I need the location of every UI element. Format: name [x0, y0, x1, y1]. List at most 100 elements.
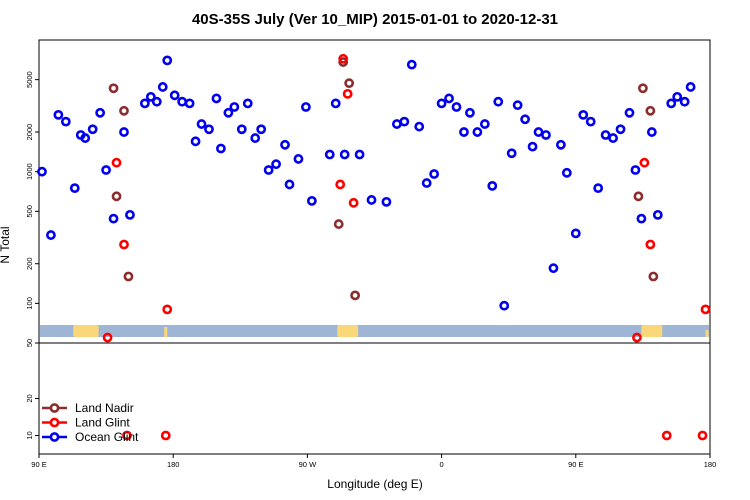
- land-glint-point: [661, 430, 672, 441]
- land-nadir-point: [648, 271, 659, 282]
- ocean-glint-point: [204, 124, 214, 135]
- ocean-glint-point: [548, 263, 559, 274]
- ocean-glint-point: [60, 116, 71, 127]
- ocean-glint-point: [406, 59, 417, 70]
- legend-marker-land-nadir: [49, 403, 60, 413]
- land-nadir-point: [108, 83, 119, 94]
- map-land-nz: [164, 327, 168, 337]
- x-axis-label: Longitude (deg E): [327, 477, 422, 491]
- ocean-glint-point: [600, 130, 611, 140]
- land-nadir-point: [123, 271, 134, 282]
- land-glint-point: [697, 430, 708, 441]
- upper-y-axis: 50 100 200 500 1000 2000 5000: [25, 71, 39, 347]
- ocean-glint-point: [459, 127, 469, 137]
- ocean-glint-point: [263, 165, 274, 175]
- land-glint-point: [342, 88, 353, 99]
- ocean-glint-point: [666, 98, 677, 109]
- ocean-glint-point: [608, 133, 618, 143]
- ocean-glint-point: [541, 130, 551, 140]
- map-strip: [40, 325, 709, 337]
- ocean-glint-point: [472, 127, 483, 137]
- ocean-glint-point: [646, 127, 657, 137]
- x-tick-label: 90 W: [299, 460, 317, 469]
- land-glint-point: [338, 53, 349, 64]
- map-land-nz-2: [705, 330, 709, 337]
- y-axis-label: N Total: [0, 226, 12, 263]
- ocean-glint-point: [211, 93, 222, 104]
- x-tick-label: 90 E: [568, 460, 583, 469]
- x-tick-label: 180: [167, 460, 180, 469]
- ocean-glint-point: [354, 149, 365, 160]
- land-nadir-point: [633, 191, 644, 202]
- x-tick-label: 0: [440, 460, 444, 469]
- ocean-glint-point: [570, 228, 581, 239]
- y-tick-label: 20: [25, 394, 34, 402]
- ocean-glint-point: [37, 166, 47, 177]
- ocean-glint-point: [157, 82, 168, 92]
- ocean-glint-point: [108, 213, 119, 224]
- ocean-glint-point: [216, 143, 226, 154]
- ocean-glint-point: [493, 96, 504, 107]
- legend-label-land-glint: Land Glint: [75, 416, 130, 430]
- ocean-glint-point: [520, 114, 531, 125]
- y-tick-label: 500: [25, 205, 34, 218]
- ocean-glint-point: [280, 139, 290, 150]
- ocean-glint-point: [190, 136, 201, 147]
- ocean-glint-point: [301, 102, 311, 112]
- lower-y-axis: 10 20: [25, 394, 39, 440]
- ocean-glint-point: [223, 107, 234, 118]
- ocean-glint-point: [615, 124, 626, 135]
- land-glint-point: [162, 304, 173, 315]
- upper-panel: 50 100 200 500 1000 2000 5000: [25, 39, 711, 347]
- land-glint-point: [122, 430, 132, 441]
- ocean-glint-point: [284, 179, 295, 190]
- legend-marker-land-glint: [49, 417, 60, 428]
- ocean-glint-point: [256, 124, 267, 135]
- ocean-glint-point: [330, 98, 341, 109]
- x-tick-label: 90 E: [31, 460, 46, 469]
- ocean-glint-point: [293, 154, 304, 164]
- land-glint-point: [700, 304, 711, 315]
- upper-panel-frame: [38, 39, 711, 344]
- ocean-glint-point: [125, 209, 135, 220]
- ocean-glint-point: [685, 82, 696, 92]
- ocean-glint-point: [679, 96, 690, 107]
- ocean-glint-point: [381, 196, 392, 207]
- land-glint-point: [632, 332, 642, 343]
- land-nadir-point: [350, 290, 361, 301]
- ocean-glint-point: [324, 149, 335, 160]
- ocean-glint-point: [585, 116, 596, 127]
- ocean-glint-point: [236, 124, 247, 135]
- ocean-glint-point: [652, 209, 663, 220]
- land-glint-point: [111, 157, 122, 168]
- ocean-glint-point: [151, 96, 162, 107]
- ocean-glint-point: [53, 109, 64, 120]
- ocean-glint-point: [242, 98, 253, 109]
- chart-title: 40S-35S July (Ver 10_MIP) 2015-01-01 to …: [192, 11, 558, 28]
- ocean-glint-point: [87, 124, 98, 135]
- land-nadir-point: [344, 78, 355, 89]
- ocean-glint-point: [229, 102, 240, 112]
- ocean-glint-point: [561, 167, 572, 178]
- upper-points: [37, 53, 711, 343]
- ocean-glint-point: [555, 139, 566, 150]
- land-glint-point: [335, 179, 346, 190]
- lower-panel-frame: [38, 342, 711, 455]
- ocean-glint-point: [46, 230, 56, 240]
- ocean-glint-point: [512, 100, 523, 111]
- ocean-glint-point: [672, 91, 683, 102]
- ocean-glint-point: [593, 183, 604, 194]
- ocean-glint-point: [499, 300, 510, 311]
- y-tick-label: 1000: [25, 163, 34, 180]
- y-tick-label: 5000: [25, 71, 34, 88]
- map-ocean: [40, 325, 709, 337]
- ocean-glint-point: [177, 96, 188, 107]
- ocean-glint-point: [139, 98, 150, 109]
- ocean-glint-point: [533, 127, 544, 137]
- map-land-1: [337, 325, 359, 337]
- ocean-glint-point: [162, 55, 173, 66]
- ocean-glint-point: [145, 91, 156, 102]
- ocean-glint-point: [429, 169, 440, 179]
- ocean-glint-point: [271, 159, 281, 170]
